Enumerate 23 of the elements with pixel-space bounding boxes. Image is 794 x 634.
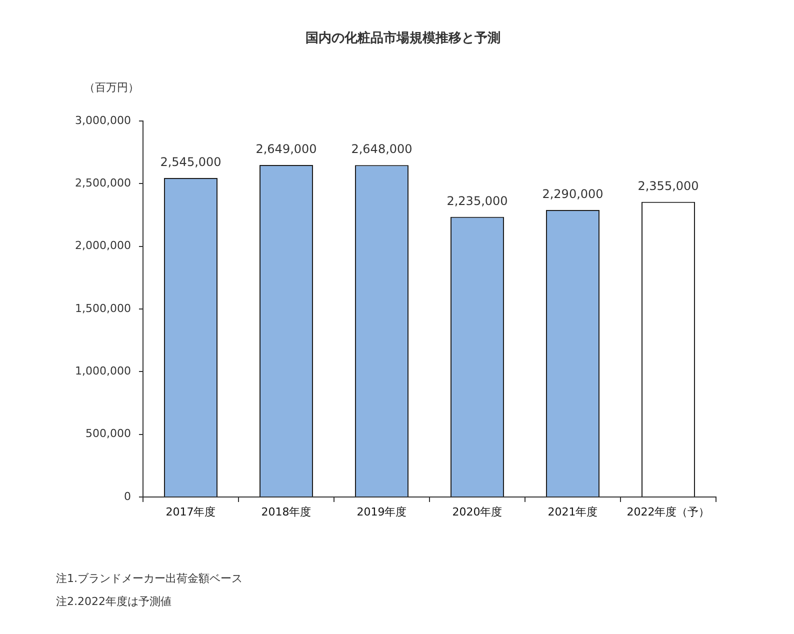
x-tick-label: 2020年度 [452, 505, 502, 518]
data-label: 2,235,000 [446, 194, 508, 208]
data-label: 2,545,000 [160, 155, 222, 170]
y-tick-label: 1,500,000 [75, 302, 131, 315]
y-tick-label: 0 [124, 490, 131, 503]
chart-title: 国内の化粧品市場規模推移と予測 [306, 30, 500, 47]
y-tick-label: 2,000,000 [75, 239, 131, 252]
data-label: 2,355,000 [638, 178, 699, 193]
text: 注1.ブランドメーカー出荷金額ベース [56, 571, 242, 586]
data-label: 2,648,000 [351, 142, 412, 156]
data-label: 2,290,000 [542, 187, 604, 202]
x-tick-label: 2017年度 [166, 505, 216, 518]
y-axis-title: （百万円） [84, 80, 139, 95]
x-tick-label: 2021年度 [548, 505, 598, 518]
y-tick-label: 3,000,000 [75, 114, 131, 127]
x-tick-label: 2018年度 [261, 505, 312, 518]
y-tick-label: 1,000,000 [75, 364, 131, 378]
x-tick-label: 2019年度 [356, 505, 407, 518]
text: 注2.2022年度は予測値 [56, 594, 172, 609]
x-tick-label: 2022年度（予） [626, 505, 710, 518]
y-tick-label: 2,500,000 [75, 176, 131, 190]
y-tick-label: 500,000 [86, 427, 131, 440]
data-label: 2,649,000 [256, 142, 317, 156]
